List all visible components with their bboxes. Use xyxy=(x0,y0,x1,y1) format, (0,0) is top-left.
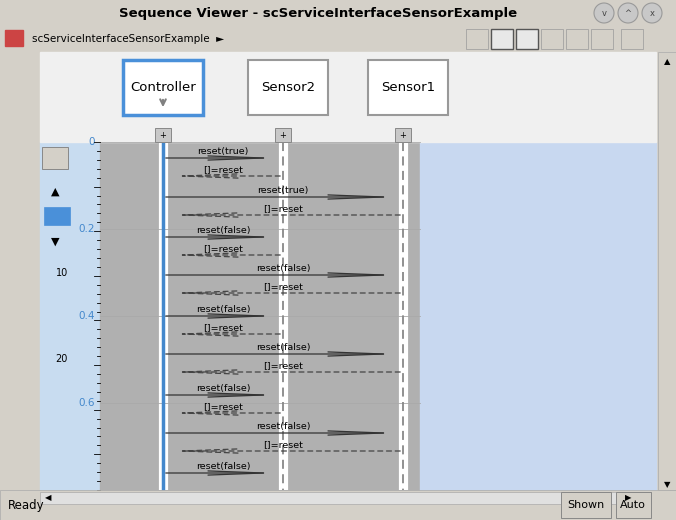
Text: ▼: ▼ xyxy=(51,237,59,247)
Circle shape xyxy=(618,3,638,23)
Text: []=reset: []=reset xyxy=(203,402,243,411)
Bar xyxy=(40,52,656,142)
Text: ▲: ▲ xyxy=(51,187,59,197)
Bar xyxy=(100,142,420,490)
Bar xyxy=(491,29,513,49)
Bar xyxy=(123,60,203,115)
Text: []=reset: []=reset xyxy=(203,165,243,174)
Text: reset(false): reset(false) xyxy=(256,422,310,431)
Circle shape xyxy=(594,3,614,23)
Bar xyxy=(516,29,538,49)
Bar xyxy=(541,29,563,49)
Text: +: + xyxy=(400,131,406,139)
Text: []=reset: []=reset xyxy=(263,204,303,213)
Text: reset(false): reset(false) xyxy=(196,305,250,314)
Bar xyxy=(420,142,656,490)
Text: 0.2: 0.2 xyxy=(78,224,95,234)
Bar xyxy=(40,142,100,490)
Bar xyxy=(658,52,676,490)
Bar xyxy=(566,29,588,49)
Bar xyxy=(158,142,168,490)
Text: 10: 10 xyxy=(55,267,68,278)
Text: 0.4: 0.4 xyxy=(78,311,95,321)
Bar xyxy=(42,147,68,169)
Bar xyxy=(275,128,291,142)
Bar xyxy=(621,29,643,49)
Text: Auto: Auto xyxy=(620,500,646,510)
Text: Shown: Shown xyxy=(567,500,604,510)
Text: ^: ^ xyxy=(625,8,631,18)
Bar xyxy=(368,60,448,115)
Text: reset(false): reset(false) xyxy=(196,384,250,393)
Text: ▶: ▶ xyxy=(625,493,631,502)
Bar xyxy=(616,492,651,518)
Text: v: v xyxy=(602,8,606,18)
Text: []=reset: []=reset xyxy=(263,440,303,449)
Bar xyxy=(466,29,488,49)
Text: []=reset: []=reset xyxy=(263,282,303,291)
Text: reset(false): reset(false) xyxy=(256,343,310,352)
Text: 20: 20 xyxy=(55,355,68,365)
Bar xyxy=(0,0,676,26)
Text: reset(true): reset(true) xyxy=(258,186,309,195)
Text: scServiceInterfaceSensorExample  ►: scServiceInterfaceSensorExample ► xyxy=(32,34,224,44)
Text: []=reset: []=reset xyxy=(203,244,243,253)
Bar xyxy=(40,492,651,504)
Bar xyxy=(5,30,23,46)
Text: []=reset: []=reset xyxy=(203,323,243,332)
Bar xyxy=(155,128,171,142)
Bar xyxy=(0,490,676,520)
Bar xyxy=(491,29,513,49)
Text: +: + xyxy=(280,131,287,139)
Bar xyxy=(395,128,411,142)
Bar xyxy=(44,207,70,225)
Text: reset(false): reset(false) xyxy=(196,226,250,235)
Bar xyxy=(0,26,676,52)
Text: Ready: Ready xyxy=(8,499,45,512)
Text: Controller: Controller xyxy=(130,81,196,94)
Text: 0: 0 xyxy=(89,137,95,147)
Text: reset(false): reset(false) xyxy=(256,264,310,273)
Bar xyxy=(591,29,613,49)
Text: reset(false): reset(false) xyxy=(196,462,250,471)
Text: Sensor1: Sensor1 xyxy=(381,81,435,94)
Circle shape xyxy=(642,3,662,23)
Bar xyxy=(516,29,538,49)
Text: ▼: ▼ xyxy=(664,480,670,489)
Text: Sensor2: Sensor2 xyxy=(261,81,315,94)
Text: ▲: ▲ xyxy=(664,58,670,67)
Text: reset(true): reset(true) xyxy=(197,147,249,156)
Text: x: x xyxy=(650,8,654,18)
Bar xyxy=(561,492,611,518)
Text: Sequence Viewer - scServiceInterfaceSensorExample: Sequence Viewer - scServiceInterfaceSens… xyxy=(119,6,516,19)
Bar xyxy=(398,142,408,490)
Bar xyxy=(248,60,328,115)
Text: []=reset: []=reset xyxy=(263,361,303,370)
Text: 0.6: 0.6 xyxy=(78,398,95,408)
Bar xyxy=(278,142,288,490)
Text: +: + xyxy=(160,131,166,139)
Text: ◀: ◀ xyxy=(45,493,51,502)
